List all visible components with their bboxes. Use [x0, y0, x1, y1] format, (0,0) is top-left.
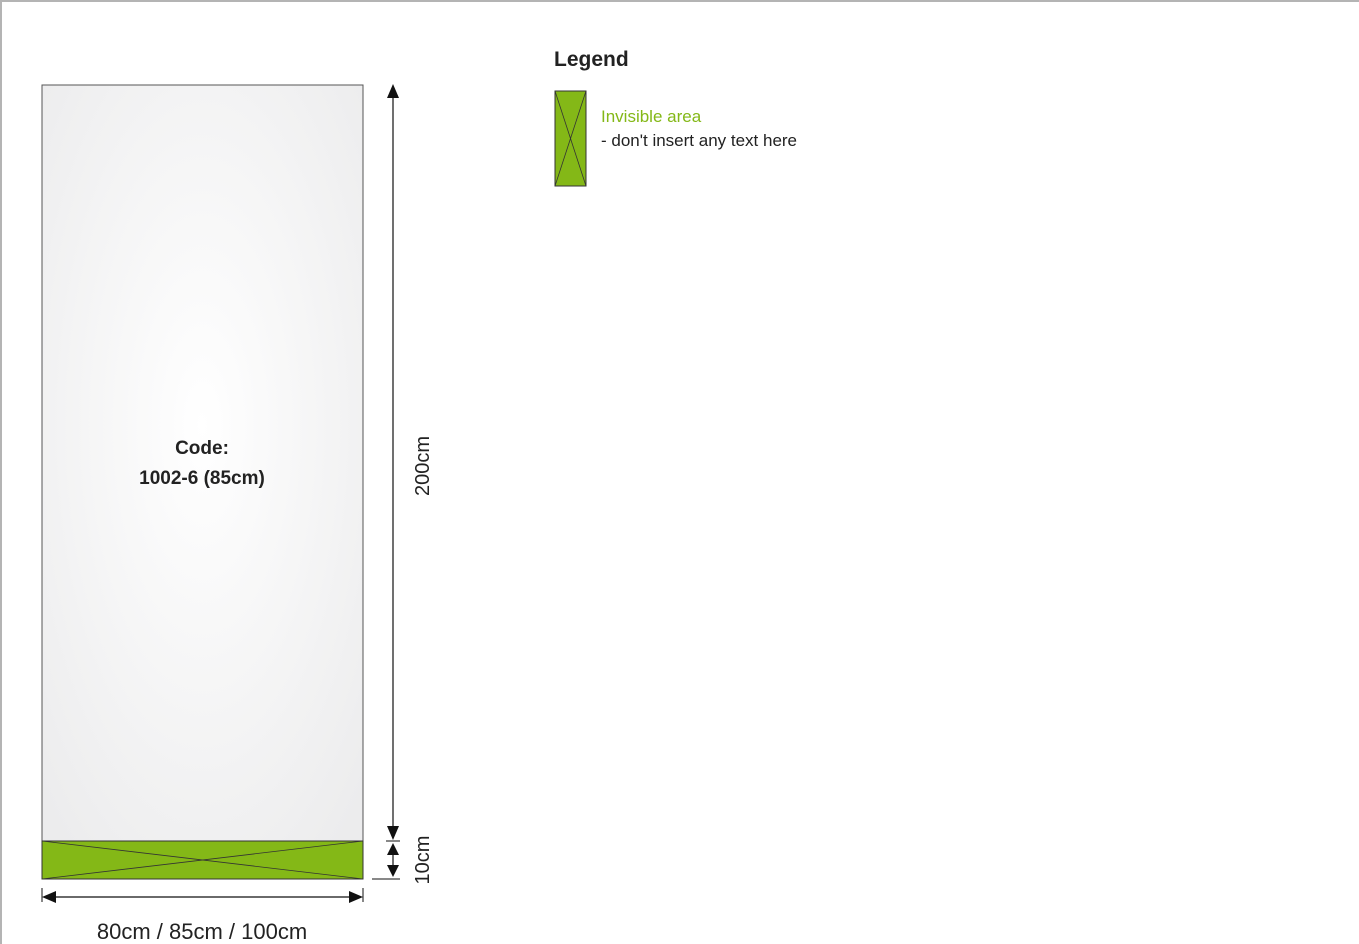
legend-item-title: Invisible area [601, 107, 702, 126]
arrow-up-icon [387, 843, 399, 855]
arrow-down-icon [387, 826, 399, 840]
arrow-left-icon [42, 891, 56, 903]
width-label: 80cm / 85cm / 100cm [97, 919, 307, 944]
invisible-area [41, 840, 364, 880]
height-dimension [386, 84, 400, 842]
base-dimension [372, 843, 400, 880]
legend-item-desc: - don't insert any text here [601, 131, 797, 150]
width-dimension [41, 888, 364, 903]
code-value: 1002-6 (85cm) [139, 468, 265, 489]
arrow-up-icon [387, 84, 399, 98]
arrow-right-icon [349, 891, 363, 903]
base-label: 10cm [412, 836, 434, 885]
legend-title: Legend [554, 48, 629, 71]
height-label: 200cm [412, 436, 434, 496]
code-label: Code: [175, 438, 229, 459]
banner-panel [41, 84, 364, 842]
arrow-down-icon [387, 865, 399, 877]
legend-swatch [554, 90, 587, 187]
